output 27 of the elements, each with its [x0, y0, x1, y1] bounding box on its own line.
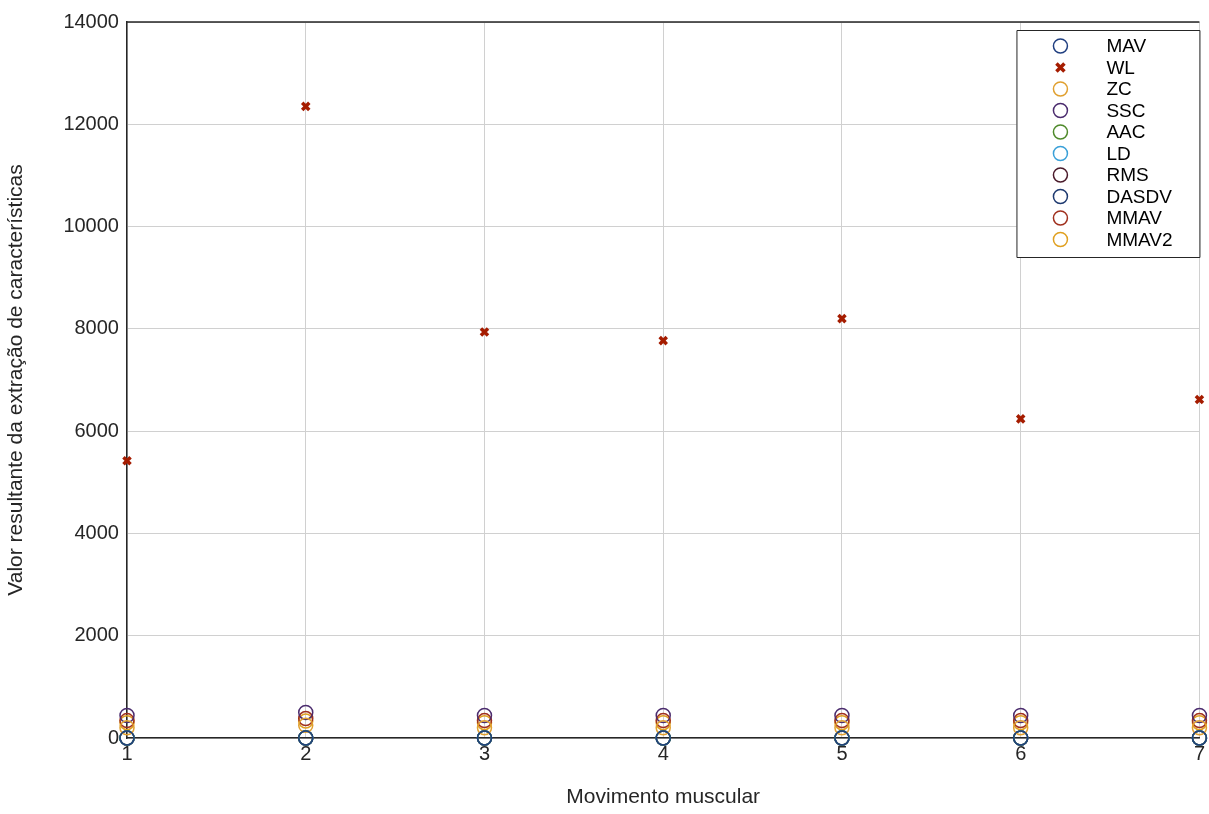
y-tick-label: 4000: [74, 520, 119, 543]
x-tick-label: 5: [836, 741, 848, 764]
x-tick-label: 4: [657, 741, 669, 764]
legend-label: WL: [1106, 56, 1135, 78]
legend-label: DASDV: [1106, 185, 1173, 207]
x-tick-label: 3: [478, 741, 491, 764]
x-tick-label: 6: [1015, 741, 1027, 764]
x-tick-label: 2: [300, 741, 312, 764]
legend-label: MMAV2: [1106, 228, 1173, 250]
x-axis-title: Movimento muscular: [566, 784, 761, 808]
legend-label: MAV: [1106, 35, 1147, 57]
legend-label: SSC: [1106, 99, 1146, 121]
x-tick-label: 7: [1193, 741, 1205, 764]
legend-label: AAC: [1106, 121, 1146, 143]
y-tick-label: 2000: [74, 623, 119, 646]
legend-label: LD: [1106, 142, 1131, 164]
legend-label: ZC: [1106, 78, 1132, 100]
legend-label: MMAV: [1106, 207, 1163, 229]
y-tick-label: 14000: [63, 9, 119, 32]
y-axis-title: Valor resultante da extração de características: [3, 164, 27, 596]
y-tick-label: 0: [107, 725, 119, 748]
x-tick-label: 1: [121, 741, 133, 764]
y-tick-label: 8000: [74, 316, 119, 339]
legend-label: RMS: [1106, 164, 1149, 186]
y-tick-label: 6000: [74, 418, 119, 441]
y-tick-label: 12000: [63, 111, 119, 134]
y-tick-label: 10000: [63, 214, 119, 237]
